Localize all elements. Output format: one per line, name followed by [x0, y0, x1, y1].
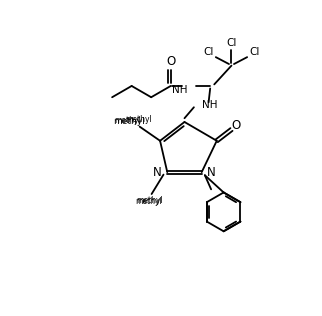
Text: methyl: methyl [125, 115, 152, 124]
Text: N: N [207, 166, 216, 179]
Text: methyl: methyl [113, 118, 145, 126]
Text: methyl: methyl [115, 116, 141, 125]
Text: O: O [166, 55, 175, 68]
Text: Cl: Cl [204, 46, 214, 57]
Text: Cl: Cl [226, 38, 237, 48]
Text: O: O [232, 119, 241, 132]
Text: NH: NH [172, 85, 188, 95]
Text: methyl: methyl [137, 197, 163, 205]
Text: Cl: Cl [249, 46, 260, 57]
Text: NH: NH [202, 100, 217, 110]
Text: methyl: methyl [135, 197, 162, 206]
Text: N: N [153, 166, 162, 179]
